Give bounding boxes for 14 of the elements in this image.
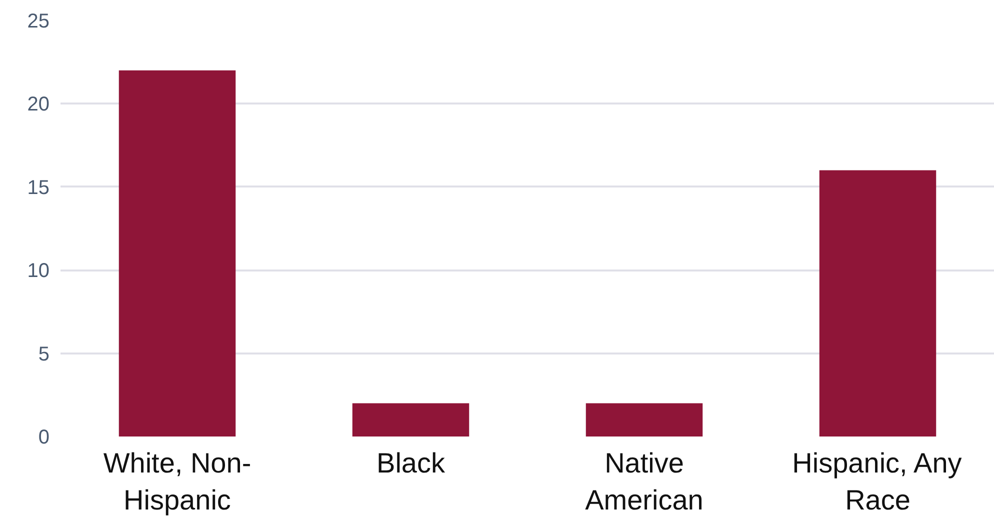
y-tick-label: 20 xyxy=(27,94,50,116)
x-tick-label: Black xyxy=(376,448,446,478)
bar xyxy=(586,403,703,436)
y-tick-label: 15 xyxy=(27,176,50,199)
bar xyxy=(118,70,236,436)
x-tick-label: Native American xyxy=(585,448,704,516)
y-tick-label: 25 xyxy=(27,10,50,32)
bar xyxy=(352,403,470,436)
x-tick-label: White, Non-Hispanic xyxy=(103,448,252,516)
bar xyxy=(819,170,936,436)
y-tick-label: 10 xyxy=(27,260,50,282)
y-tick-label: 5 xyxy=(38,343,50,366)
y-tick-label: 0 xyxy=(38,426,50,448)
x-tick-label: Hispanic, Any Race xyxy=(792,448,962,516)
